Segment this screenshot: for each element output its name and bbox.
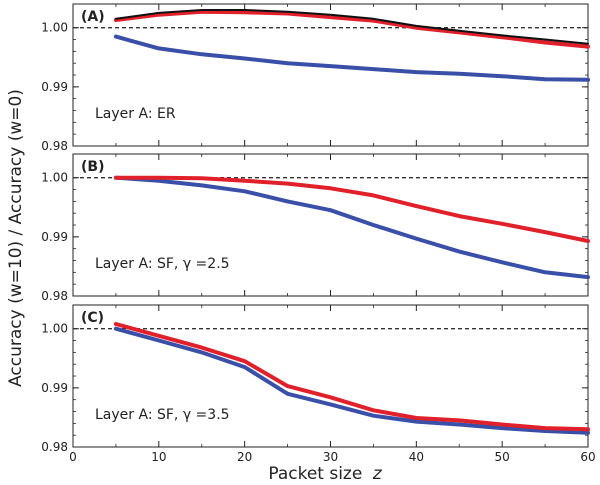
panels: 0.98 0.99 1.00 (A) Layer A: ER 0.98 0.99 1.00 (B…: [41, 3, 596, 464]
x-tick-label: 10: [151, 450, 166, 464]
panel-a: 0.98 0.99 1.00 (A) Layer A: ER: [41, 3, 590, 153]
y-tick-label: 0.98: [41, 289, 68, 303]
y-tick-label: 0.99: [41, 381, 68, 395]
x-tick-label: 30: [323, 450, 338, 464]
y-tick-label: 1.00: [41, 21, 68, 35]
x-tick-label: 20: [237, 450, 252, 464]
x-tick-label: 60: [580, 450, 595, 464]
x-axis-title-var: z: [372, 464, 383, 484]
panel-note: Layer A: ER: [95, 106, 176, 122]
x-axis-title: Packet size z: [268, 464, 382, 484]
y-tick-label: 1.00: [41, 171, 68, 185]
panel-c: 0.98 0.99 1.00 (C) Layer A: SF, γ =3.5: [41, 304, 590, 454]
panel-tag: (C): [81, 310, 104, 326]
y-tick-label: 0.98: [41, 440, 68, 454]
series-line-blue: [113, 326, 590, 435]
panel-b: 0.98 0.99 1.00 (B) Layer A: SF, γ =2.5: [41, 153, 590, 303]
y-axis-title: Accuracy (w=10) / Accuracy (w=0): [6, 89, 26, 387]
series-line-red: [113, 175, 590, 243]
panel-note: Layer A: SF, γ =2.5: [95, 256, 230, 272]
y-tick-label: 1.00: [41, 322, 68, 336]
y-tick-label: 0.98: [41, 139, 68, 153]
x-axis-title-text: Packet size: [268, 464, 362, 484]
x-tick-label: 50: [495, 450, 510, 464]
x-tick-label: 40: [409, 450, 424, 464]
series-line-blue: [113, 34, 590, 82]
series-line-red: [113, 322, 590, 432]
series-line-red: [113, 9, 590, 49]
series-line-blue: [113, 175, 590, 280]
x-tick-label: 0: [69, 450, 77, 464]
y-tick-label: 0.99: [41, 230, 68, 244]
panel-tag: (A): [81, 9, 105, 25]
series-line-black: [114, 9, 589, 45]
panel-tag: (B): [81, 159, 104, 175]
y-tick-label: 0.99: [41, 80, 68, 94]
panel-note: Layer A: SF, γ =3.5: [95, 407, 230, 423]
